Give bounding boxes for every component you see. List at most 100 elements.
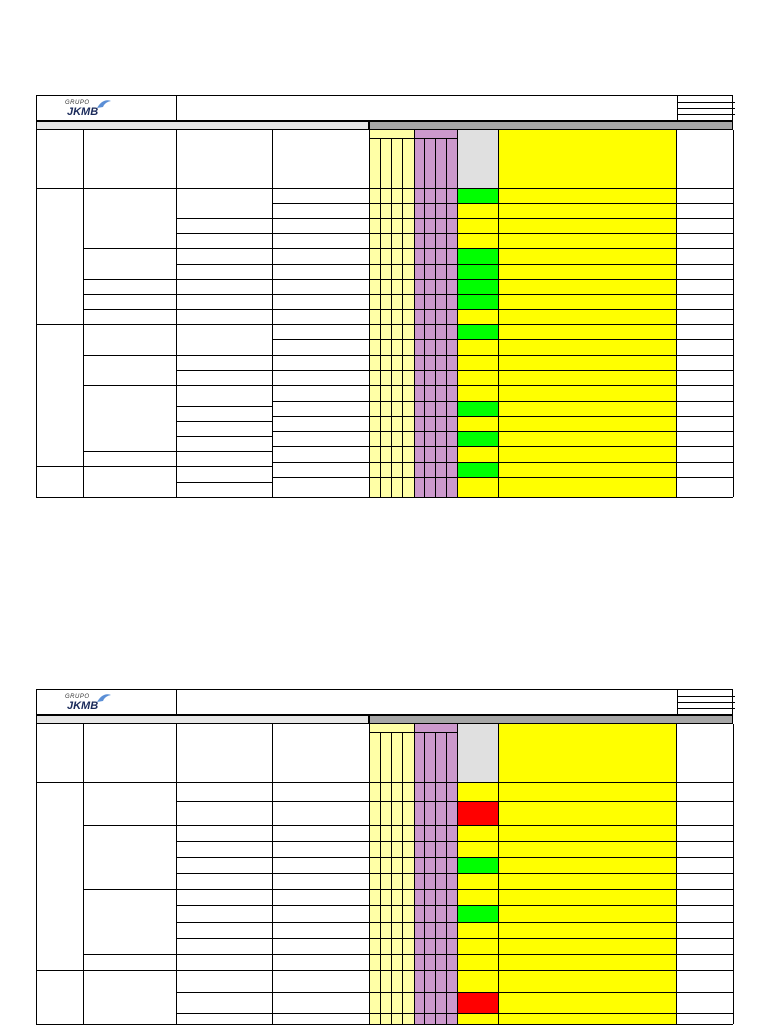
- grid-row-line: [272, 462, 733, 463]
- status-cell: [457, 431, 498, 446]
- status-cell: [457, 324, 498, 339]
- grid-row-line: [176, 992, 272, 993]
- grid-row-line: [272, 370, 733, 371]
- logo-grupo-text: GRUPO: [65, 694, 90, 700]
- grid-row-line: [272, 339, 733, 340]
- grid-vline: [36, 724, 37, 1024]
- grid-subgroup-line: [83, 385, 176, 386]
- grid-subgroup-line: [83, 970, 176, 971]
- grid-subcol-line: [446, 138, 447, 497]
- grid-group-line: [36, 970, 83, 971]
- logo-mark-icon: [97, 100, 111, 108]
- grid-subcol-line: [380, 732, 381, 1024]
- status-cell: [457, 188, 498, 203]
- grid-subcol-line: [380, 138, 381, 497]
- status-header-cell: [457, 724, 498, 782]
- grid-vline: [733, 724, 734, 1024]
- grid-row-line: [272, 279, 733, 280]
- grid-vline: [272, 130, 273, 497]
- section-band-right: [369, 121, 733, 130]
- grid-row-line: [176, 436, 272, 437]
- logo: GRUPO JKMB: [37, 690, 177, 716]
- status-cell: [457, 264, 498, 279]
- grid-row-line: [176, 406, 272, 407]
- grid-row-line: [176, 1013, 272, 1014]
- grid-subcol-line: [424, 138, 425, 497]
- grid-row-line: [176, 841, 272, 842]
- grid-subgroup-line: [83, 309, 176, 310]
- grid-row-line: [176, 385, 272, 386]
- grid-row-line: [272, 873, 733, 874]
- grid-row-line: [272, 905, 733, 906]
- grid-row-line: [176, 294, 272, 295]
- grid-group-line: [36, 324, 83, 325]
- status-cell: [457, 922, 498, 938]
- grid-subhead-line: [369, 138, 457, 139]
- grid-row-line: [176, 218, 272, 219]
- observation-column-block: [498, 724, 676, 1024]
- grid-row-line: [272, 294, 733, 295]
- status-cell: [457, 970, 498, 992]
- grid-row-line: [272, 954, 733, 955]
- section-band-left: [36, 715, 369, 724]
- grid-subgroup-line: [83, 188, 176, 189]
- grid-subcol-line: [435, 138, 436, 497]
- status-cell: [457, 294, 498, 309]
- grid-vline: [414, 724, 415, 1024]
- logo: GRUPO JKMB: [37, 96, 177, 122]
- grid-subcol-line: [424, 732, 425, 1024]
- grid-subhead-line: [369, 732, 457, 733]
- logo-name-text: JKMB: [67, 106, 99, 118]
- logo-grupo-text: GRUPO: [65, 100, 90, 106]
- logo-name-text: JKMB: [67, 700, 99, 712]
- grid-vline: [176, 130, 177, 497]
- grid-row-line: [272, 233, 733, 234]
- status-cell: [457, 462, 498, 477]
- status-header-cell: [457, 130, 498, 188]
- status-cell: [457, 203, 498, 218]
- grid-row-line: [272, 477, 733, 478]
- status-cell: [457, 355, 498, 370]
- grid-vline: [369, 130, 370, 497]
- grid-row-line: [272, 218, 733, 219]
- grid-vline: [457, 130, 458, 497]
- observation-column-block: [498, 130, 676, 497]
- status-cell: [457, 477, 498, 497]
- grid-vline: [676, 724, 677, 1024]
- status-cell: [457, 309, 498, 324]
- grid-subgroup-line: [83, 954, 176, 955]
- grid-vline: [498, 724, 499, 1024]
- status-cell: [457, 992, 498, 1013]
- grid-subgroup-line: [83, 324, 176, 325]
- grid-vline: [369, 724, 370, 1024]
- grid-row-line: [176, 264, 272, 265]
- grid-row-line: [272, 203, 733, 204]
- grid-row-line: [272, 857, 733, 858]
- grid-row-line: [176, 466, 272, 467]
- status-cell: [457, 248, 498, 264]
- grid-subgroup-line: [83, 355, 176, 356]
- status-cell: [457, 841, 498, 857]
- grid-subcol-line: [435, 732, 436, 1024]
- status-cell: [457, 1013, 498, 1024]
- grid-subgroup-line: [83, 466, 176, 467]
- status-cell: [457, 857, 498, 873]
- revision-box: [677, 96, 735, 122]
- grid-row-line: [176, 233, 272, 234]
- status-cell: [457, 218, 498, 233]
- grid-row-line: [176, 801, 272, 802]
- grid-vline: [414, 130, 415, 497]
- status-cell: [457, 889, 498, 905]
- grid-row-line: [176, 905, 272, 906]
- grid-subcol-line: [402, 138, 403, 497]
- grid-row-line: [272, 416, 733, 417]
- grid-row-line: [272, 309, 733, 310]
- grid-vline: [676, 130, 677, 497]
- grid-row-line: [176, 482, 272, 483]
- grid-bottom-line: [36, 497, 733, 498]
- grid-row-line: [176, 922, 272, 923]
- grid-subgroup-line: [83, 782, 176, 783]
- grid-row-line: [176, 954, 272, 955]
- grid-group-line: [36, 188, 83, 189]
- grid-row-line: [272, 801, 733, 802]
